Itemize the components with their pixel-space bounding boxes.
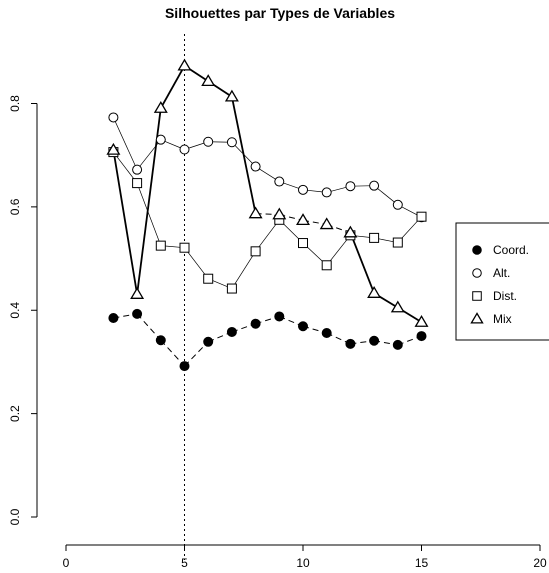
data-point-dist: [416, 211, 427, 222]
series-line-dist: [136, 182, 162, 246]
data-point-mix: [367, 286, 382, 298]
data-point-alt: [298, 184, 308, 195]
data-point-mix: [414, 315, 429, 327]
data-point-dist: [321, 260, 332, 271]
legend-box: [455, 222, 549, 341]
data-point-dist: [179, 242, 190, 253]
legend-label-coord: Coord.: [493, 243, 529, 257]
data-point-coord: [416, 331, 427, 342]
data-point-coord: [369, 335, 380, 346]
data-point-mix: [248, 206, 263, 219]
legend-marker-coord: [472, 245, 482, 255]
legend-marker-alt: [472, 268, 482, 278]
data-point-dist: [226, 283, 237, 294]
y-tick-label: 0.8: [8, 95, 22, 112]
legend: Coord. Alt. Dist. Mix: [455, 222, 549, 341]
data-point-mix: [343, 225, 358, 238]
series-line-dist: [255, 219, 280, 252]
legend-label-dist: Dist.: [493, 289, 517, 303]
data-point-coord: [155, 335, 166, 346]
series-line-alt: [136, 139, 162, 170]
data-point-mix: [201, 74, 216, 87]
x-tick-label: 5: [181, 556, 188, 570]
data-point-alt: [250, 161, 261, 172]
data-point-coord: [203, 336, 214, 347]
data-point-alt: [179, 144, 190, 155]
data-point-mix: [224, 89, 239, 102]
data-point-coord: [132, 308, 143, 319]
data-point-dist: [392, 237, 403, 248]
data-point-alt: [369, 180, 380, 191]
series-line-alt: [113, 117, 138, 170]
data-point-coord: [321, 327, 332, 338]
series-line-coord: [160, 339, 185, 367]
data-point-mix: [153, 101, 168, 113]
data-point-dist: [250, 246, 261, 257]
data-point-mix: [390, 300, 405, 313]
data-point-mix: [272, 207, 287, 220]
series-line-alt: [373, 185, 399, 206]
series-line-coord: [136, 313, 162, 341]
data-point-dist: [132, 178, 143, 189]
data-point-alt: [321, 187, 332, 198]
data-point-alt: [132, 164, 143, 175]
series-line-mix: [349, 232, 375, 294]
data-point-mix: [106, 142, 121, 155]
series-line-dist: [184, 247, 209, 279]
series-line-dist: [231, 251, 256, 289]
series-line-mix: [231, 96, 257, 214]
legend-label-alt: Alt.: [493, 266, 510, 280]
data-point-coord: [392, 339, 403, 350]
data-point-dist: [369, 232, 380, 243]
data-point-dist: [298, 238, 308, 249]
series-line-mix: [160, 65, 186, 109]
data-point-coord: [108, 313, 119, 324]
data-point-alt: [274, 176, 285, 187]
chart-title: Silhouettes par Types de Variables: [165, 5, 395, 21]
y-tick-label: 0.4: [8, 302, 22, 319]
data-point-alt: [108, 112, 119, 123]
data-point-coord: [298, 321, 308, 332]
data-point-coord: [250, 318, 261, 329]
data-point-alt: [392, 199, 403, 210]
data-point-mix: [177, 58, 192, 71]
series-line-mix: [136, 108, 162, 295]
data-point-coord: [226, 326, 237, 337]
legend-marker-mix: [470, 312, 484, 324]
y-tick-label: 0.6: [8, 198, 22, 215]
data-point-mix: [319, 217, 334, 230]
series-line-coord: [184, 341, 209, 367]
y-tick-label: 0.2: [8, 405, 22, 422]
data-point-coord: [274, 311, 285, 322]
data-point-alt: [203, 136, 214, 147]
x-tick-label: 20: [533, 556, 547, 570]
y-tick-label: 0.0: [8, 508, 22, 525]
data-point-alt: [155, 134, 166, 145]
legend-label-mix: Mix: [493, 312, 512, 326]
data-point-coord: [179, 361, 190, 372]
data-point-mix: [130, 287, 145, 299]
x-tick-label: 15: [415, 556, 429, 570]
x-tick-label: 0: [63, 556, 70, 570]
x-tick-label: 10: [296, 556, 310, 570]
data-point-coord: [345, 338, 356, 349]
data-point-dist: [155, 240, 166, 251]
legend-marker-dist: [472, 291, 482, 301]
axes: 0 5 10 15 20 0.0 0.2 0.4 0.6 0.8: [8, 95, 547, 570]
series-line-mix: [112, 149, 138, 295]
data-point-dist: [203, 273, 214, 284]
series-points: [106, 58, 429, 372]
data-point-mix: [296, 213, 310, 226]
series-line-dist: [113, 151, 138, 184]
data-point-alt: [345, 181, 356, 192]
data-point-alt: [226, 137, 237, 148]
